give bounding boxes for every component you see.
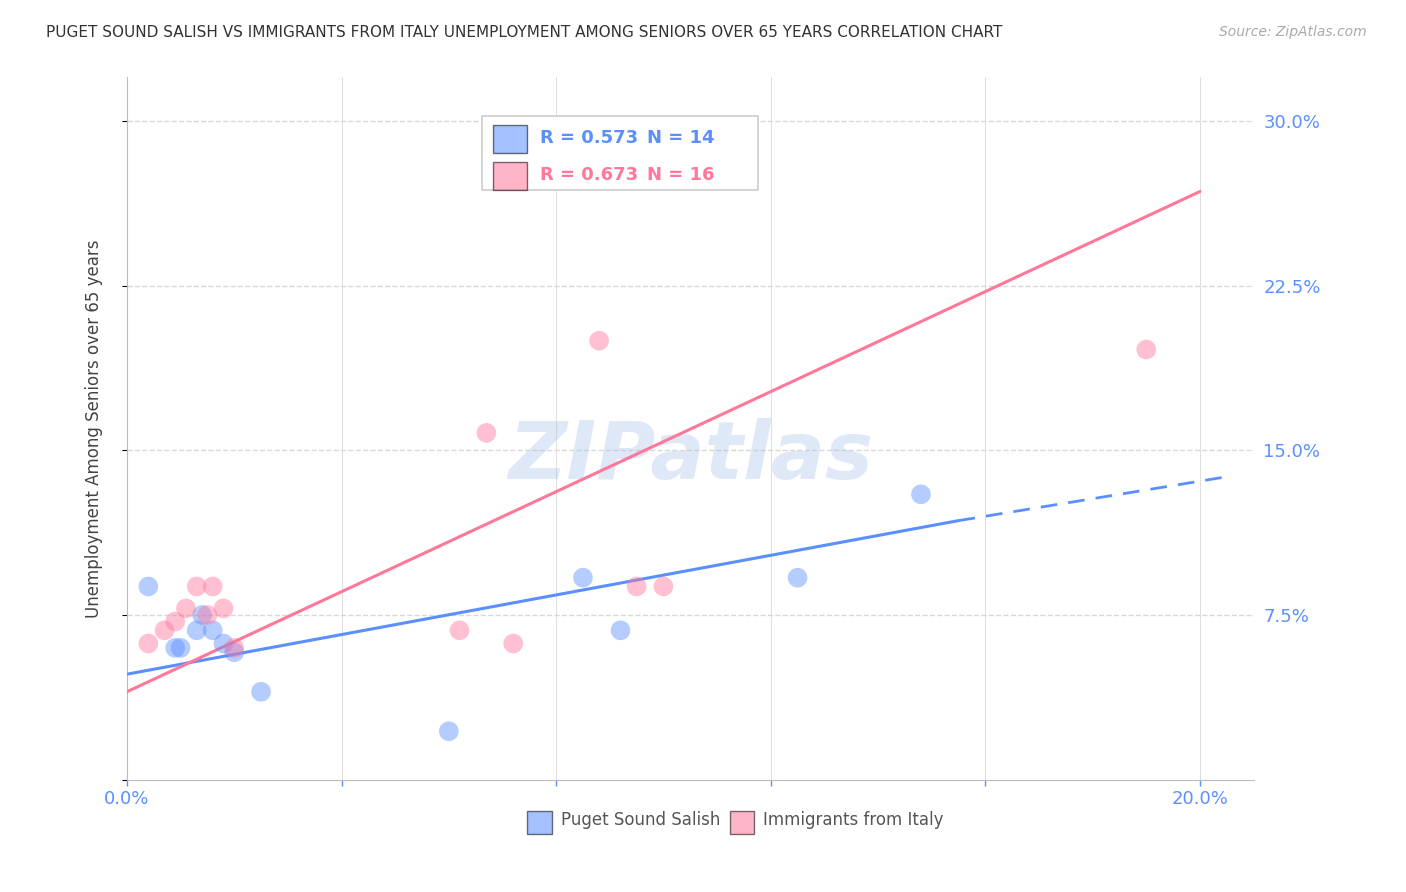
- Text: N = 16: N = 16: [647, 166, 714, 185]
- Text: N = 14: N = 14: [647, 129, 714, 147]
- FancyBboxPatch shape: [730, 811, 755, 833]
- Point: [186, 579, 208, 593]
- Point: [609, 624, 631, 638]
- Point: [475, 425, 498, 440]
- Text: Source: ZipAtlas.com: Source: ZipAtlas.com: [1219, 25, 1367, 39]
- Point: [138, 636, 160, 650]
- Y-axis label: Unemployment Among Seniors over 65 years: Unemployment Among Seniors over 65 years: [86, 239, 103, 618]
- Point: [201, 579, 224, 593]
- Point: [197, 607, 219, 622]
- Text: R = 0.573: R = 0.573: [540, 129, 638, 147]
- Point: [910, 487, 932, 501]
- Point: [174, 601, 197, 615]
- Text: PUGET SOUND SALISH VS IMMIGRANTS FROM ITALY UNEMPLOYMENT AMONG SENIORS OVER 65 Y: PUGET SOUND SALISH VS IMMIGRANTS FROM IT…: [46, 25, 1002, 40]
- FancyBboxPatch shape: [494, 161, 527, 190]
- Point: [186, 624, 208, 638]
- Point: [502, 636, 524, 650]
- Point: [153, 624, 176, 638]
- Point: [212, 601, 235, 615]
- Point: [588, 334, 610, 348]
- Point: [224, 645, 246, 659]
- Point: [212, 636, 235, 650]
- Point: [572, 571, 595, 585]
- Point: [250, 685, 273, 699]
- Point: [169, 640, 191, 655]
- Point: [191, 607, 214, 622]
- FancyBboxPatch shape: [494, 125, 527, 153]
- Text: ZIPatlas: ZIPatlas: [508, 417, 873, 496]
- FancyBboxPatch shape: [482, 116, 758, 190]
- Point: [165, 615, 187, 629]
- Text: Immigrants from Italy: Immigrants from Italy: [763, 811, 943, 830]
- Point: [1135, 343, 1157, 357]
- Point: [786, 571, 808, 585]
- Text: Puget Sound Salish: Puget Sound Salish: [561, 811, 720, 830]
- Point: [449, 624, 471, 638]
- Point: [652, 579, 675, 593]
- Point: [626, 579, 648, 593]
- Point: [138, 579, 160, 593]
- FancyBboxPatch shape: [527, 811, 551, 833]
- Text: R = 0.673: R = 0.673: [540, 166, 638, 185]
- Point: [201, 624, 224, 638]
- Point: [224, 640, 246, 655]
- Point: [437, 724, 460, 739]
- Point: [165, 640, 187, 655]
